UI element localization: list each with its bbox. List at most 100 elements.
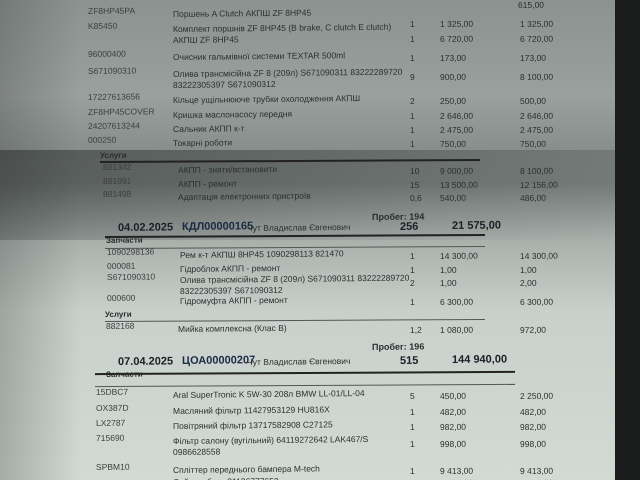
item-code: 882168 — [105, 320, 135, 331]
item-description: 0986628558 — [172, 446, 221, 457]
item-code: 881498 — [102, 188, 132, 199]
item-price: 9 413,00 — [439, 465, 474, 476]
item-total: 750,00 — [519, 138, 547, 149]
receipt-paper: 615,00 ZF8HP45PA Поршень A Clutch АКПШ ZF … — [0, 0, 615, 480]
item-quantity: 2 — [409, 95, 415, 106]
item-quantity: 15 — [409, 179, 420, 190]
partial-total: 615,00 — [517, 0, 545, 10]
item-quantity: 1 — [409, 438, 415, 449]
item-description: Гідромуфта АКПП - ремонт — [179, 294, 288, 306]
item-description: АКПШ ZF 8HP45 — [172, 34, 239, 45]
item-code: ZF8HP45PA — [87, 5, 136, 16]
item-total: 6 300,00 — [519, 296, 554, 307]
item-total: 972,00 — [519, 324, 547, 335]
item-code: 24207613244 — [87, 120, 141, 131]
item-quantity: 1 — [409, 110, 415, 121]
shadow — [0, 0, 80, 480]
item-price: 982,00 — [439, 421, 467, 432]
item-quantity: 5 — [409, 390, 415, 401]
item-quantity: 1 — [409, 406, 415, 417]
item-description: Масляний фільтр 11427953129 HU816X — [172, 404, 330, 416]
item-quantity: 1 — [409, 124, 415, 135]
mileage: Пробег: 196 — [371, 341, 425, 352]
item-description: 83222305397 S671090312 — [172, 78, 276, 90]
item-price: 1,00 — [439, 264, 457, 275]
divider — [94, 370, 516, 375]
item-code: 000081 — [106, 260, 136, 271]
item-price: 750,00 — [439, 138, 467, 149]
doc-date: 07.04.2025 — [117, 355, 174, 368]
item-code: SPBM10 — [95, 461, 130, 472]
divider — [104, 319, 485, 322]
item-code: ZF8HP45COVER — [87, 106, 155, 117]
item-description: Комплект поршнів ZF 8HP45 (B brake, C cl… — [172, 21, 392, 34]
item-quantity: 10 — [409, 165, 420, 176]
item-description: Мийка комплексна (Клас B) — [177, 322, 287, 334]
item-code: OX387D — [95, 402, 129, 413]
item-price: 1 325,00 — [439, 18, 474, 29]
item-total: 14 300,00 — [519, 250, 558, 261]
doc-number: КДЛ00000165 — [181, 220, 254, 233]
item-code: K85450 — [87, 20, 118, 31]
item-description: Гідроблок АКПП - ремонт — [179, 262, 281, 274]
item-description: Токарні роботи — [172, 137, 233, 148]
doc-sum: 21 575,00 — [451, 219, 501, 232]
item-price: 900,00 — [439, 71, 467, 82]
item-price: 9 000,00 — [439, 165, 474, 176]
item-total: 482,00 — [519, 406, 547, 417]
item-price: 250,00 — [439, 95, 467, 106]
item-code: 715690 — [95, 432, 125, 443]
section-label: Запчасти — [105, 369, 143, 379]
item-total: 2,00 — [519, 277, 537, 288]
item-description: Олива трансмісійна ZF 8 (209л) S67109031… — [172, 66, 403, 79]
doc-date: 04.02.2025 — [117, 221, 174, 234]
item-total: 1 325,00 — [519, 18, 554, 29]
item-code: LX2787 — [95, 417, 126, 428]
item-description: Очисник гальмівної системи TEXTAR 500ml — [172, 50, 346, 62]
item-price: 1 080,00 — [439, 324, 474, 335]
customer-name: Чут Владислав Євгенович — [246, 221, 351, 233]
item-price: 2 475,00 — [439, 124, 474, 135]
item-code: 17227613656 — [87, 91, 141, 102]
item-price: 2 646,00 — [439, 110, 474, 121]
item-code: 15DBC7 — [95, 386, 129, 397]
item-description: Олива трансмісійна ZF 8 (209л) S67109031… — [179, 272, 410, 285]
item-price: 13 500,00 — [439, 179, 478, 190]
item-total: 2 250,00 — [519, 390, 554, 401]
item-total: 8 100,00 — [519, 165, 554, 176]
item-quantity: 1 — [409, 33, 415, 44]
section-label: Запчасти — [105, 235, 143, 245]
item-price: 1,00 — [439, 277, 457, 288]
item-quantity: 1 — [409, 421, 415, 432]
item-code: 000600 — [106, 292, 136, 303]
item-description: Фільтр салону (вугільний) 64119272642 LA… — [172, 433, 369, 446]
item-price: 450,00 — [439, 390, 467, 401]
item-quantity: 0,6 — [409, 192, 422, 203]
item-quantity: 1,2 — [409, 324, 422, 335]
item-description: Кришка маслонасосу передня — [172, 108, 293, 120]
doc-number: ЦОА00000207 — [181, 354, 256, 367]
item-code: 1090298136 — [106, 246, 155, 257]
doc-sum: 144 940,00 — [451, 353, 508, 366]
section-label: Услуги — [99, 150, 127, 160]
item-total: 500,00 — [519, 95, 547, 106]
item-total: 12 156,00 — [519, 179, 558, 190]
item-description: Aral SuperTronic K 5W-30 208л BMW LL-01/… — [172, 387, 365, 400]
item-total: 486,00 — [519, 192, 547, 203]
item-price: 6 720,00 — [439, 33, 474, 44]
item-quantity: 2 — [409, 277, 415, 288]
item-total: 173,00 — [519, 52, 547, 63]
item-total: 998,00 — [519, 438, 547, 449]
item-description: Повітряний фільтр 13717582908 C27125 — [172, 419, 333, 431]
item-quantity: 9 — [409, 71, 415, 82]
item-price: 998,00 — [439, 438, 467, 449]
item-total: 6 720,00 — [519, 33, 554, 44]
item-total: 9 413,00 — [519, 465, 554, 476]
item-code: S671090310 — [106, 271, 156, 282]
item-total: 2 475,00 — [519, 124, 554, 135]
item-quantity: 1 — [409, 52, 415, 63]
divider — [95, 383, 515, 388]
item-total: 982,00 — [519, 421, 547, 432]
item-total: 1,00 — [519, 264, 537, 275]
item-quantity: 1 — [409, 138, 415, 149]
